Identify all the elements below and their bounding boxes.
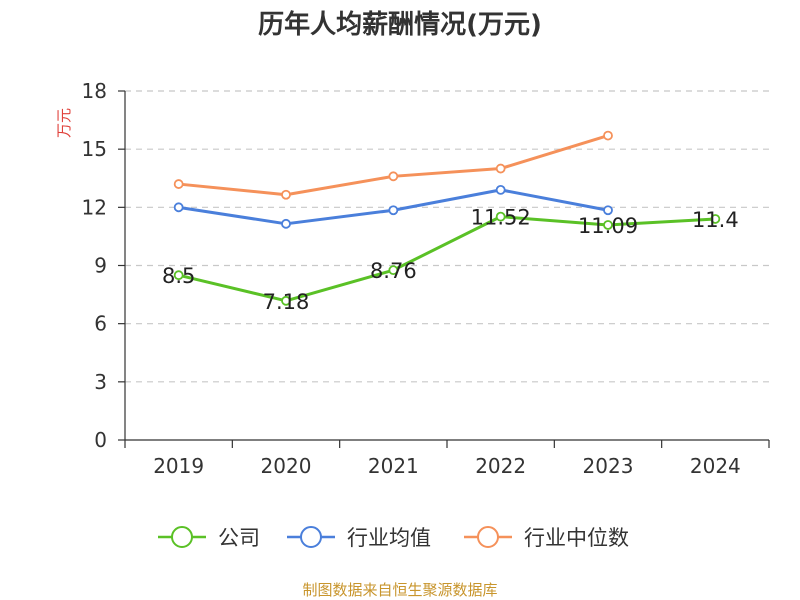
x-tick-label: 2019 <box>153 454 204 478</box>
legend-label: 行业均值 <box>347 526 431 550</box>
x-tick-label: 2024 <box>690 454 741 478</box>
data-point <box>281 218 291 229</box>
data-point <box>603 205 613 216</box>
x-tick-labels: 2019 2020 2021 2022 2023 2024 <box>153 454 741 478</box>
x-tick-label: 2021 <box>368 454 419 478</box>
data-point <box>388 171 399 182</box>
x-tick-label: 2020 <box>261 454 312 478</box>
y-axis-label: 万元 <box>55 108 73 138</box>
legend-label: 行业中位数 <box>524 526 629 550</box>
y-tick-label: 3 <box>94 370 107 394</box>
legend-item: 公司 <box>158 526 260 550</box>
y-tick-label: 9 <box>94 254 107 278</box>
data-point <box>281 295 291 306</box>
series-0 <box>173 211 721 306</box>
data-point <box>495 211 506 222</box>
data-label: 7.18 <box>263 290 310 314</box>
x-tick-label: 2023 <box>583 454 634 478</box>
x-tick-label: 2022 <box>475 454 526 478</box>
data-point <box>603 220 613 230</box>
data-point <box>173 202 184 213</box>
source-note: 制图数据来自恒生聚源数据库 <box>302 581 497 599</box>
series-1 <box>173 184 613 229</box>
legend-marker <box>477 526 499 548</box>
data-label: 11.09 <box>578 214 638 238</box>
data-point <box>495 184 506 195</box>
legend: 公司 行业均值 行业中位数 <box>158 526 629 550</box>
data-point <box>281 189 291 200</box>
series-line <box>178 215 716 303</box>
data-point <box>603 130 613 141</box>
series-line <box>178 134 609 197</box>
series-2 <box>173 130 613 200</box>
y-tick-label: 12 <box>82 195 107 219</box>
data-labels: 8.5 7.18 8.76 11.52 11.09 11.4 <box>162 206 739 314</box>
data-point <box>495 163 506 174</box>
legend-marker <box>300 526 322 548</box>
data-point <box>173 179 184 189</box>
y-tick-labels: 0 3 6 9 12 15 18 <box>82 79 107 452</box>
legend-item: 行业均值 <box>287 526 431 550</box>
data-point <box>710 214 721 224</box>
y-tick-label: 18 <box>82 79 107 103</box>
series-group <box>173 130 721 306</box>
legend-marker <box>171 526 193 548</box>
y-tick-label: 6 <box>94 312 107 336</box>
gridlines <box>125 90 769 383</box>
y-tick-label: 0 <box>94 428 107 452</box>
data-label: 11.52 <box>471 206 531 230</box>
data-label: 8.5 <box>162 264 195 288</box>
legend-item: 行业中位数 <box>464 526 629 550</box>
data-point <box>388 205 399 216</box>
data-point <box>388 265 399 276</box>
chart-title: 历年人均薪酬情况(万元) <box>258 9 542 40</box>
data-label: 11.4 <box>692 208 739 232</box>
data-label: 8.76 <box>370 259 417 283</box>
y-tick-label: 15 <box>82 137 107 161</box>
legend-label: 公司 <box>218 526 260 550</box>
axes <box>118 90 770 448</box>
data-point <box>173 270 184 281</box>
